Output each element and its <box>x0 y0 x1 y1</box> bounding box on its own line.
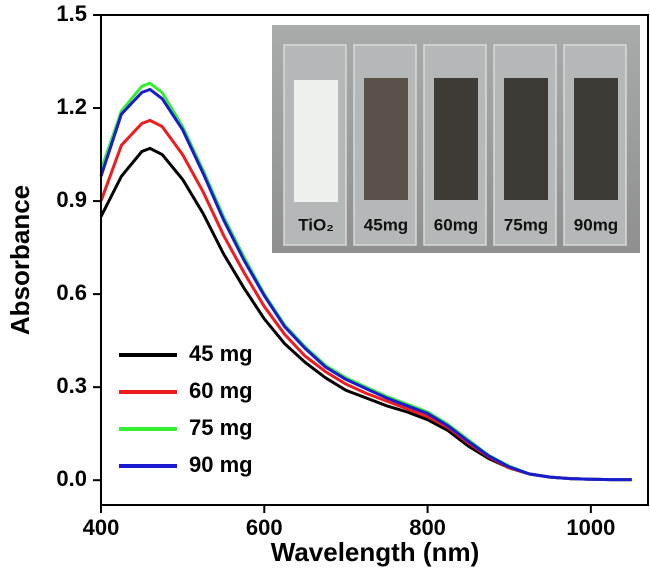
x-tick-label: 1000 <box>566 515 615 540</box>
inset-label: 90mg <box>574 215 618 234</box>
inset-label: 45mg <box>364 215 408 234</box>
x-tick-label: 400 <box>83 515 120 540</box>
plot-frame <box>100 14 649 506</box>
y-tick-label: 0.0 <box>56 466 87 491</box>
legend-label: 60 mg <box>189 378 253 403</box>
inset-photo: TiO₂ 45mg 60mg 75mg 90mg <box>272 25 640 253</box>
data-line <box>99 87 632 482</box>
legend-label: 90 mg <box>189 452 253 477</box>
x-tick-label: 800 <box>409 515 446 540</box>
y-tick-label: 1.2 <box>56 94 87 119</box>
inset-label: TiO₂ <box>298 215 334 234</box>
legend-label: 45 mg <box>189 341 253 366</box>
inset-label: 60mg <box>434 215 478 234</box>
y-tick-label: 0.9 <box>56 187 87 212</box>
y-axis-label: Absorbance <box>5 185 35 335</box>
y-tick-label: 0.3 <box>56 373 87 398</box>
film <box>574 78 618 200</box>
film <box>364 78 408 200</box>
film <box>504 78 548 200</box>
film <box>294 80 338 202</box>
film <box>434 78 478 200</box>
legend-label: 75 mg <box>189 415 253 440</box>
y-tick-label: 1.5 <box>56 1 87 26</box>
inset-label: 75mg <box>504 215 548 234</box>
x-tick-label: 600 <box>246 515 283 540</box>
y-tick-label: 0.6 <box>56 280 87 305</box>
x-axis-label: Wavelength (nm) <box>271 537 479 567</box>
